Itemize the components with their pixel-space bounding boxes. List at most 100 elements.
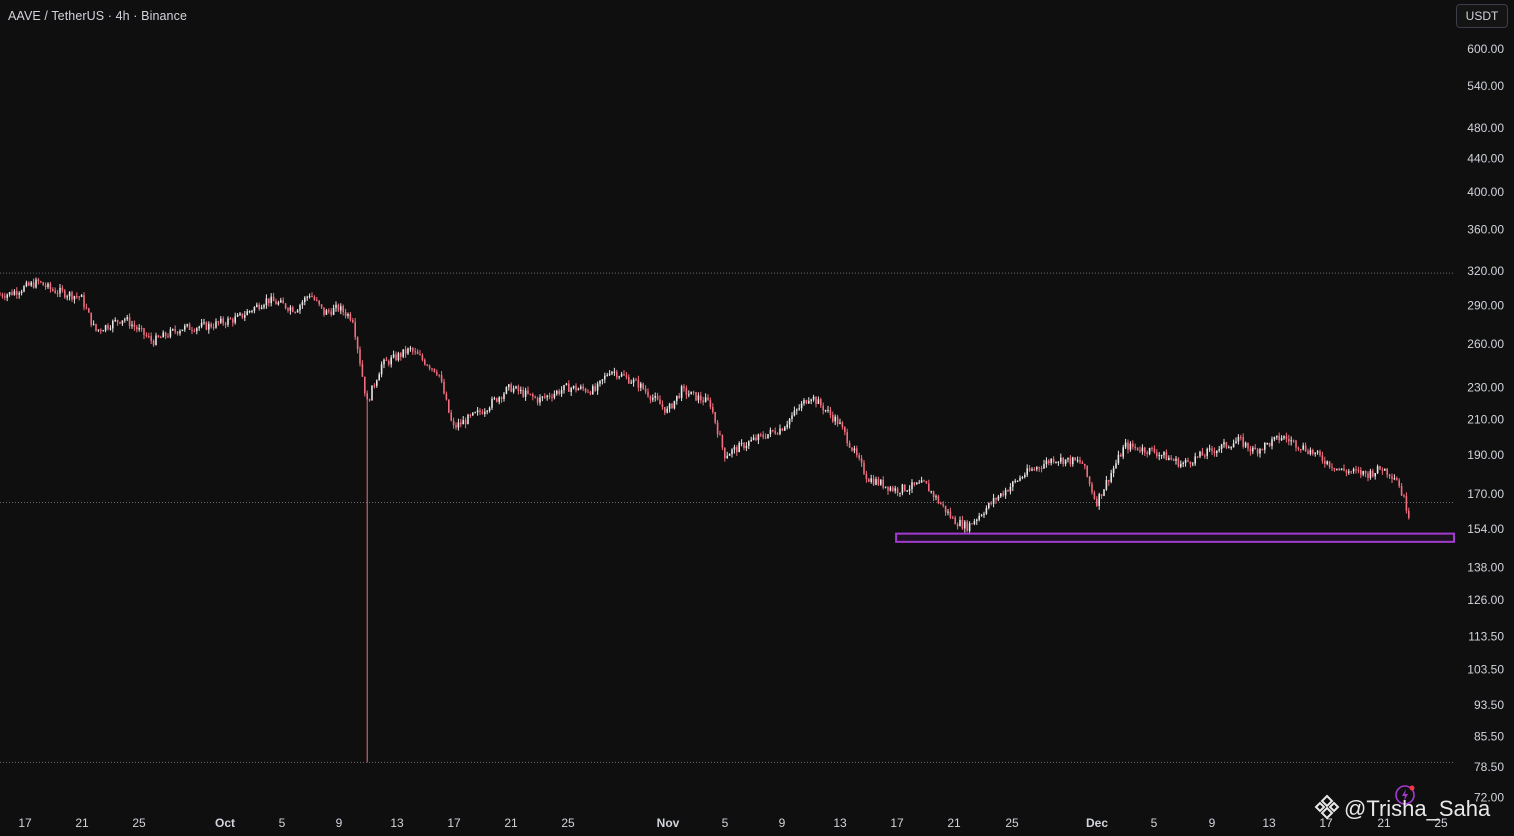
candle bbox=[762, 431, 764, 440]
candle bbox=[906, 489, 908, 492]
candle bbox=[301, 299, 304, 309]
candle bbox=[78, 296, 80, 301]
candle bbox=[481, 409, 484, 415]
candle bbox=[66, 294, 68, 301]
candle bbox=[80, 294, 83, 298]
candle bbox=[208, 321, 210, 334]
x-tick-label: 21 bbox=[1377, 816, 1391, 830]
candle bbox=[376, 379, 378, 388]
candle bbox=[539, 394, 541, 406]
candle bbox=[541, 396, 544, 402]
candle bbox=[148, 332, 150, 339]
candle bbox=[1141, 444, 1144, 455]
support-zone[interactable] bbox=[895, 532, 1455, 543]
x-tick-label: 5 bbox=[722, 816, 729, 830]
candle bbox=[40, 280, 42, 284]
y-tick-label: 600.00 bbox=[1467, 42, 1504, 56]
candle bbox=[858, 452, 860, 461]
candle bbox=[1091, 481, 1093, 495]
candle bbox=[342, 304, 344, 316]
candle bbox=[1218, 445, 1220, 453]
candle bbox=[980, 513, 983, 517]
candle bbox=[294, 311, 296, 314]
candle bbox=[736, 445, 738, 456]
candle bbox=[596, 381, 599, 395]
candle bbox=[0, 292, 1, 296]
candle bbox=[856, 445, 858, 458]
candle bbox=[1314, 452, 1316, 457]
candle bbox=[1367, 471, 1369, 482]
candle bbox=[330, 308, 332, 317]
candle bbox=[455, 422, 457, 430]
candle bbox=[1369, 468, 1372, 480]
candle bbox=[1285, 432, 1288, 443]
candle bbox=[407, 347, 409, 356]
candle bbox=[1240, 434, 1242, 441]
candle bbox=[772, 429, 774, 433]
candle bbox=[1062, 457, 1064, 467]
candle bbox=[966, 519, 968, 533]
candle bbox=[623, 370, 625, 376]
candle bbox=[143, 327, 145, 340]
candle bbox=[572, 385, 575, 390]
candle bbox=[556, 389, 558, 396]
x-tick-label: 5 bbox=[1151, 816, 1158, 830]
candle bbox=[251, 309, 253, 314]
candle bbox=[124, 317, 126, 323]
candle bbox=[265, 294, 268, 309]
candle bbox=[577, 387, 580, 391]
candle bbox=[160, 335, 162, 339]
candle bbox=[275, 298, 277, 305]
candle bbox=[472, 412, 474, 417]
candle bbox=[1105, 475, 1108, 491]
candle bbox=[1237, 434, 1240, 445]
y-tick-label: 440.00 bbox=[1467, 151, 1504, 165]
candle bbox=[136, 324, 138, 333]
x-tick-label: 9 bbox=[1209, 816, 1216, 830]
candle bbox=[37, 277, 40, 285]
candle bbox=[1004, 487, 1007, 499]
candle bbox=[860, 455, 863, 467]
candle bbox=[1160, 454, 1163, 460]
y-tick-label: 480.00 bbox=[1467, 121, 1504, 135]
x-tick-label: 17 bbox=[18, 816, 32, 830]
binance-diamond-icon bbox=[1314, 794, 1340, 820]
candle bbox=[580, 384, 582, 390]
candle bbox=[150, 332, 152, 344]
y-tick-label: 113.50 bbox=[1468, 630, 1504, 644]
candle bbox=[680, 384, 683, 402]
candle bbox=[1326, 460, 1328, 466]
candle bbox=[1081, 460, 1084, 465]
candle bbox=[1247, 442, 1249, 452]
candle bbox=[760, 432, 762, 437]
candle bbox=[186, 323, 188, 328]
candle bbox=[515, 385, 517, 390]
candle bbox=[726, 451, 728, 459]
candle bbox=[263, 303, 265, 310]
candle bbox=[1333, 467, 1336, 472]
candle bbox=[992, 493, 995, 508]
candle bbox=[529, 393, 532, 396]
candle bbox=[1026, 464, 1028, 478]
candle bbox=[719, 430, 721, 436]
candle bbox=[222, 316, 224, 326]
candle bbox=[1045, 457, 1048, 468]
candle bbox=[121, 320, 124, 326]
candle bbox=[1331, 463, 1333, 471]
candle bbox=[848, 440, 851, 449]
candle bbox=[673, 400, 676, 410]
candle bbox=[652, 394, 654, 403]
candle bbox=[467, 413, 469, 425]
candle bbox=[500, 396, 503, 403]
candle bbox=[347, 312, 349, 319]
candle bbox=[169, 327, 172, 339]
candle bbox=[1256, 447, 1259, 457]
candle bbox=[606, 372, 608, 377]
candle bbox=[424, 358, 426, 366]
candle bbox=[601, 379, 604, 385]
candle bbox=[61, 285, 64, 293]
candle bbox=[1276, 435, 1278, 440]
candle bbox=[978, 512, 980, 522]
currency-button[interactable]: USDT bbox=[1456, 4, 1508, 28]
